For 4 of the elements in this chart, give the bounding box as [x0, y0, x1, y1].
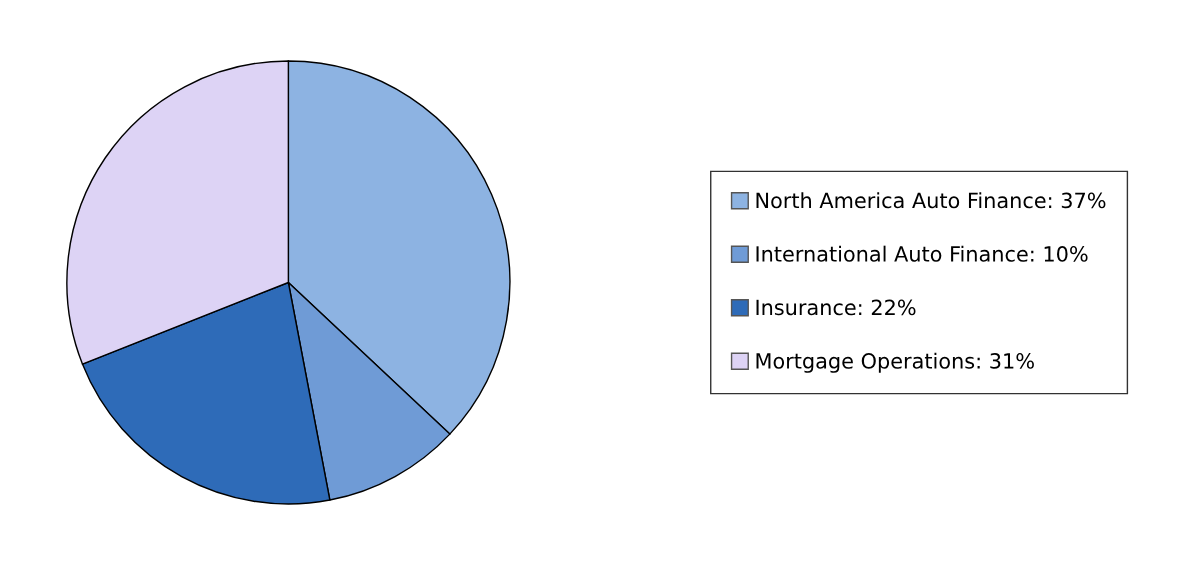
legend-label: North America Auto Finance: 37%: [756, 192, 1106, 209]
legend-label: Mortgage Operations: 31%: [756, 352, 1034, 373]
legend-label: International Auto Finance: 10%: [756, 245, 1088, 262]
legend-label: Insurance: 22%: [756, 299, 916, 316]
